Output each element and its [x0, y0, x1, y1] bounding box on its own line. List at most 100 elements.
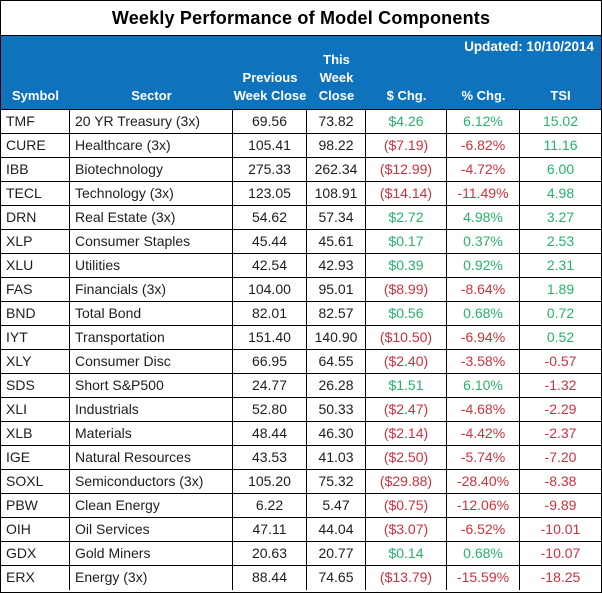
- this-close-cell: 75.32: [307, 470, 366, 494]
- tsi-cell: -7.20: [520, 446, 601, 470]
- pct-chg-cell: -8.64%: [447, 278, 520, 302]
- this-close-cell: 41.03: [307, 446, 366, 470]
- symbol-cell: SOXL: [1, 470, 70, 494]
- this-close-cell: 5.47: [307, 494, 366, 518]
- prev-close-cell: 42.54: [233, 254, 307, 278]
- pct-chg-cell: -11.49%: [447, 182, 520, 206]
- dollar-chg-cell: ($2.40): [366, 350, 447, 374]
- title-bar: Weekly Performance of Model Components: [1, 1, 601, 36]
- symbol-cell: DRN: [1, 206, 70, 230]
- symbol-cell: PBW: [1, 494, 70, 518]
- symbol-cell: XLY: [1, 350, 70, 374]
- pct-chg-cell: 0.92%: [447, 254, 520, 278]
- dollar-chg-cell: ($8.99): [366, 278, 447, 302]
- table-row: BND Total Bond 82.01 82.57 $0.56 0.68% 0…: [1, 302, 601, 326]
- this-close-cell: 262.34: [307, 158, 366, 182]
- tsi-cell: -1.32: [520, 374, 601, 398]
- dollar-chg-cell: ($2.14): [366, 422, 447, 446]
- symbol-cell: TMF: [1, 110, 70, 134]
- this-close-cell: 98.22: [307, 134, 366, 158]
- table-body: TMF 20 YR Treasury (3x) 69.56 73.82 $4.2…: [1, 110, 601, 590]
- symbol-cell: FAS: [1, 278, 70, 302]
- prev-close-cell: 45.44: [233, 230, 307, 254]
- sector-cell: Consumer Disc: [70, 350, 233, 374]
- tsi-cell: -2.29: [520, 398, 601, 422]
- prev-close-cell: 105.41: [233, 134, 307, 158]
- pct-chg-cell: -5.74%: [447, 446, 520, 470]
- pct-chg-cell: -6.82%: [447, 134, 520, 158]
- table-row: ERX Energy (3x) 88.44 74.65 ($13.79) -15…: [1, 566, 601, 590]
- table-row: XLP Consumer Staples 45.44 45.61 $0.17 0…: [1, 230, 601, 254]
- this-close-cell: 46.30: [307, 422, 366, 446]
- table-row: XLB Materials 48.44 46.30 ($2.14) -4.42%…: [1, 422, 601, 446]
- sector-cell: Oil Services: [70, 518, 233, 542]
- dollar-chg-cell: $2.72: [366, 206, 447, 230]
- dollar-chg-cell: ($10.50): [366, 326, 447, 350]
- pct-chg-cell: -4.68%: [447, 398, 520, 422]
- this-close-cell: 95.01: [307, 278, 366, 302]
- symbol-cell: XLB: [1, 422, 70, 446]
- prev-close-cell: 48.44: [233, 422, 307, 446]
- table-row: XLY Consumer Disc 66.95 64.55 ($2.40) -3…: [1, 350, 601, 374]
- sector-cell: Transportation: [70, 326, 233, 350]
- dollar-chg-cell: ($13.79): [366, 566, 447, 590]
- pct-chg-cell: -12.06%: [447, 494, 520, 518]
- tsi-cell: -10.01: [520, 518, 601, 542]
- tsi-cell: -18.25: [540, 569, 581, 585]
- this-close-cell: 108.91: [307, 182, 366, 206]
- this-close-cell: 50.33: [307, 398, 366, 422]
- symbol-cell: IBB: [1, 158, 70, 182]
- table-header: Updated: 10/10/2014 Symbol Sector Previo…: [1, 36, 601, 110]
- symbol-cell: GDX: [1, 542, 70, 566]
- symbol-cell: TECL: [1, 182, 70, 206]
- this-close-cell: 26.28: [307, 374, 366, 398]
- dollar-chg-cell: $0.56: [366, 302, 447, 326]
- table-row: IYT Transportation 151.40 140.90 ($10.50…: [1, 326, 601, 350]
- dollar-chg-cell: $1.51: [366, 374, 447, 398]
- tsi-cell: 11.16: [520, 134, 601, 158]
- dollar-chg-cell: ($2.47): [366, 398, 447, 422]
- table-row: SDS Short S&P500 24.77 26.28 $1.51 6.10%…: [1, 374, 601, 398]
- sector-cell: Energy (3x): [70, 566, 233, 590]
- dollar-chg-cell: ($7.19): [366, 134, 447, 158]
- pct-chg-cell: 6.10%: [447, 374, 520, 398]
- table-row: XLI Industrials 52.80 50.33 ($2.47) -4.6…: [1, 398, 601, 422]
- prev-close-cell: 52.80: [233, 398, 307, 422]
- sector-cell: Technology (3x): [70, 182, 233, 206]
- prev-close-cell: 24.77: [233, 374, 307, 398]
- sector-cell: Gold Miners: [70, 542, 233, 566]
- table-row: GDX Gold Miners 20.63 20.77 $0.14 0.68% …: [1, 542, 601, 566]
- prev-close-cell: 275.33: [233, 158, 307, 182]
- pct-chg-cell: 6.12%: [447, 110, 520, 134]
- sector-cell: Utilities: [70, 254, 233, 278]
- tsi-cell: 0.72: [520, 302, 601, 326]
- this-close-cell: 42.93: [307, 254, 366, 278]
- sector-cell: Consumer Staples: [70, 230, 233, 254]
- column-header-this-week: This Week Close: [318, 52, 355, 103]
- tsi-cell: 1.89: [520, 278, 601, 302]
- tsi-cell: 15.02: [520, 110, 601, 134]
- this-close-cell: 57.34: [307, 206, 366, 230]
- pct-chg-cell: -3.58%: [447, 350, 520, 374]
- table-row: IGE Natural Resources 43.53 41.03 ($2.50…: [1, 446, 601, 470]
- pct-chg-cell: -6.94%: [447, 326, 520, 350]
- prev-close-cell: 88.44: [233, 566, 307, 590]
- tsi-cell: 2.53: [520, 230, 601, 254]
- pct-chg-cell: -4.72%: [447, 158, 520, 182]
- prev-close-cell: 66.95: [233, 350, 307, 374]
- pct-chg-cell: 0.68%: [447, 542, 520, 566]
- column-header-dollar-chg: $ Chg.: [386, 88, 427, 103]
- table-row: IBB Biotechnology 275.33 262.34 ($12.99)…: [1, 158, 601, 182]
- pct-chg-cell: -6.52%: [447, 518, 520, 542]
- column-header-prev-week: Previous Week Close: [233, 70, 307, 103]
- sector-cell: Healthcare (3x): [70, 134, 233, 158]
- sector-cell: Biotechnology: [70, 158, 233, 182]
- table-row: TMF 20 YR Treasury (3x) 69.56 73.82 $4.2…: [1, 110, 601, 134]
- dollar-chg-cell: ($12.99): [366, 158, 447, 182]
- prev-close-cell: 43.53: [233, 446, 307, 470]
- symbol-cell: XLU: [1, 254, 70, 278]
- this-close-cell: 140.90: [307, 326, 366, 350]
- this-close-cell: 44.04: [307, 518, 366, 542]
- symbol-cell: SDS: [1, 374, 70, 398]
